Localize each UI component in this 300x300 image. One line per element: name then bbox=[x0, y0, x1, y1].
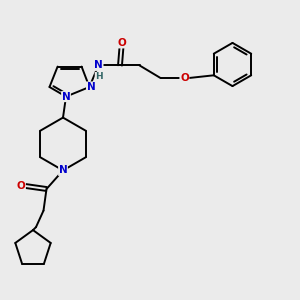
Text: O: O bbox=[180, 73, 189, 83]
Text: N: N bbox=[58, 165, 68, 176]
Text: N: N bbox=[61, 92, 70, 102]
Text: N: N bbox=[86, 82, 95, 92]
Text: N: N bbox=[94, 60, 103, 70]
Text: O: O bbox=[117, 38, 126, 48]
Text: H: H bbox=[95, 72, 103, 81]
Text: O: O bbox=[16, 181, 26, 191]
